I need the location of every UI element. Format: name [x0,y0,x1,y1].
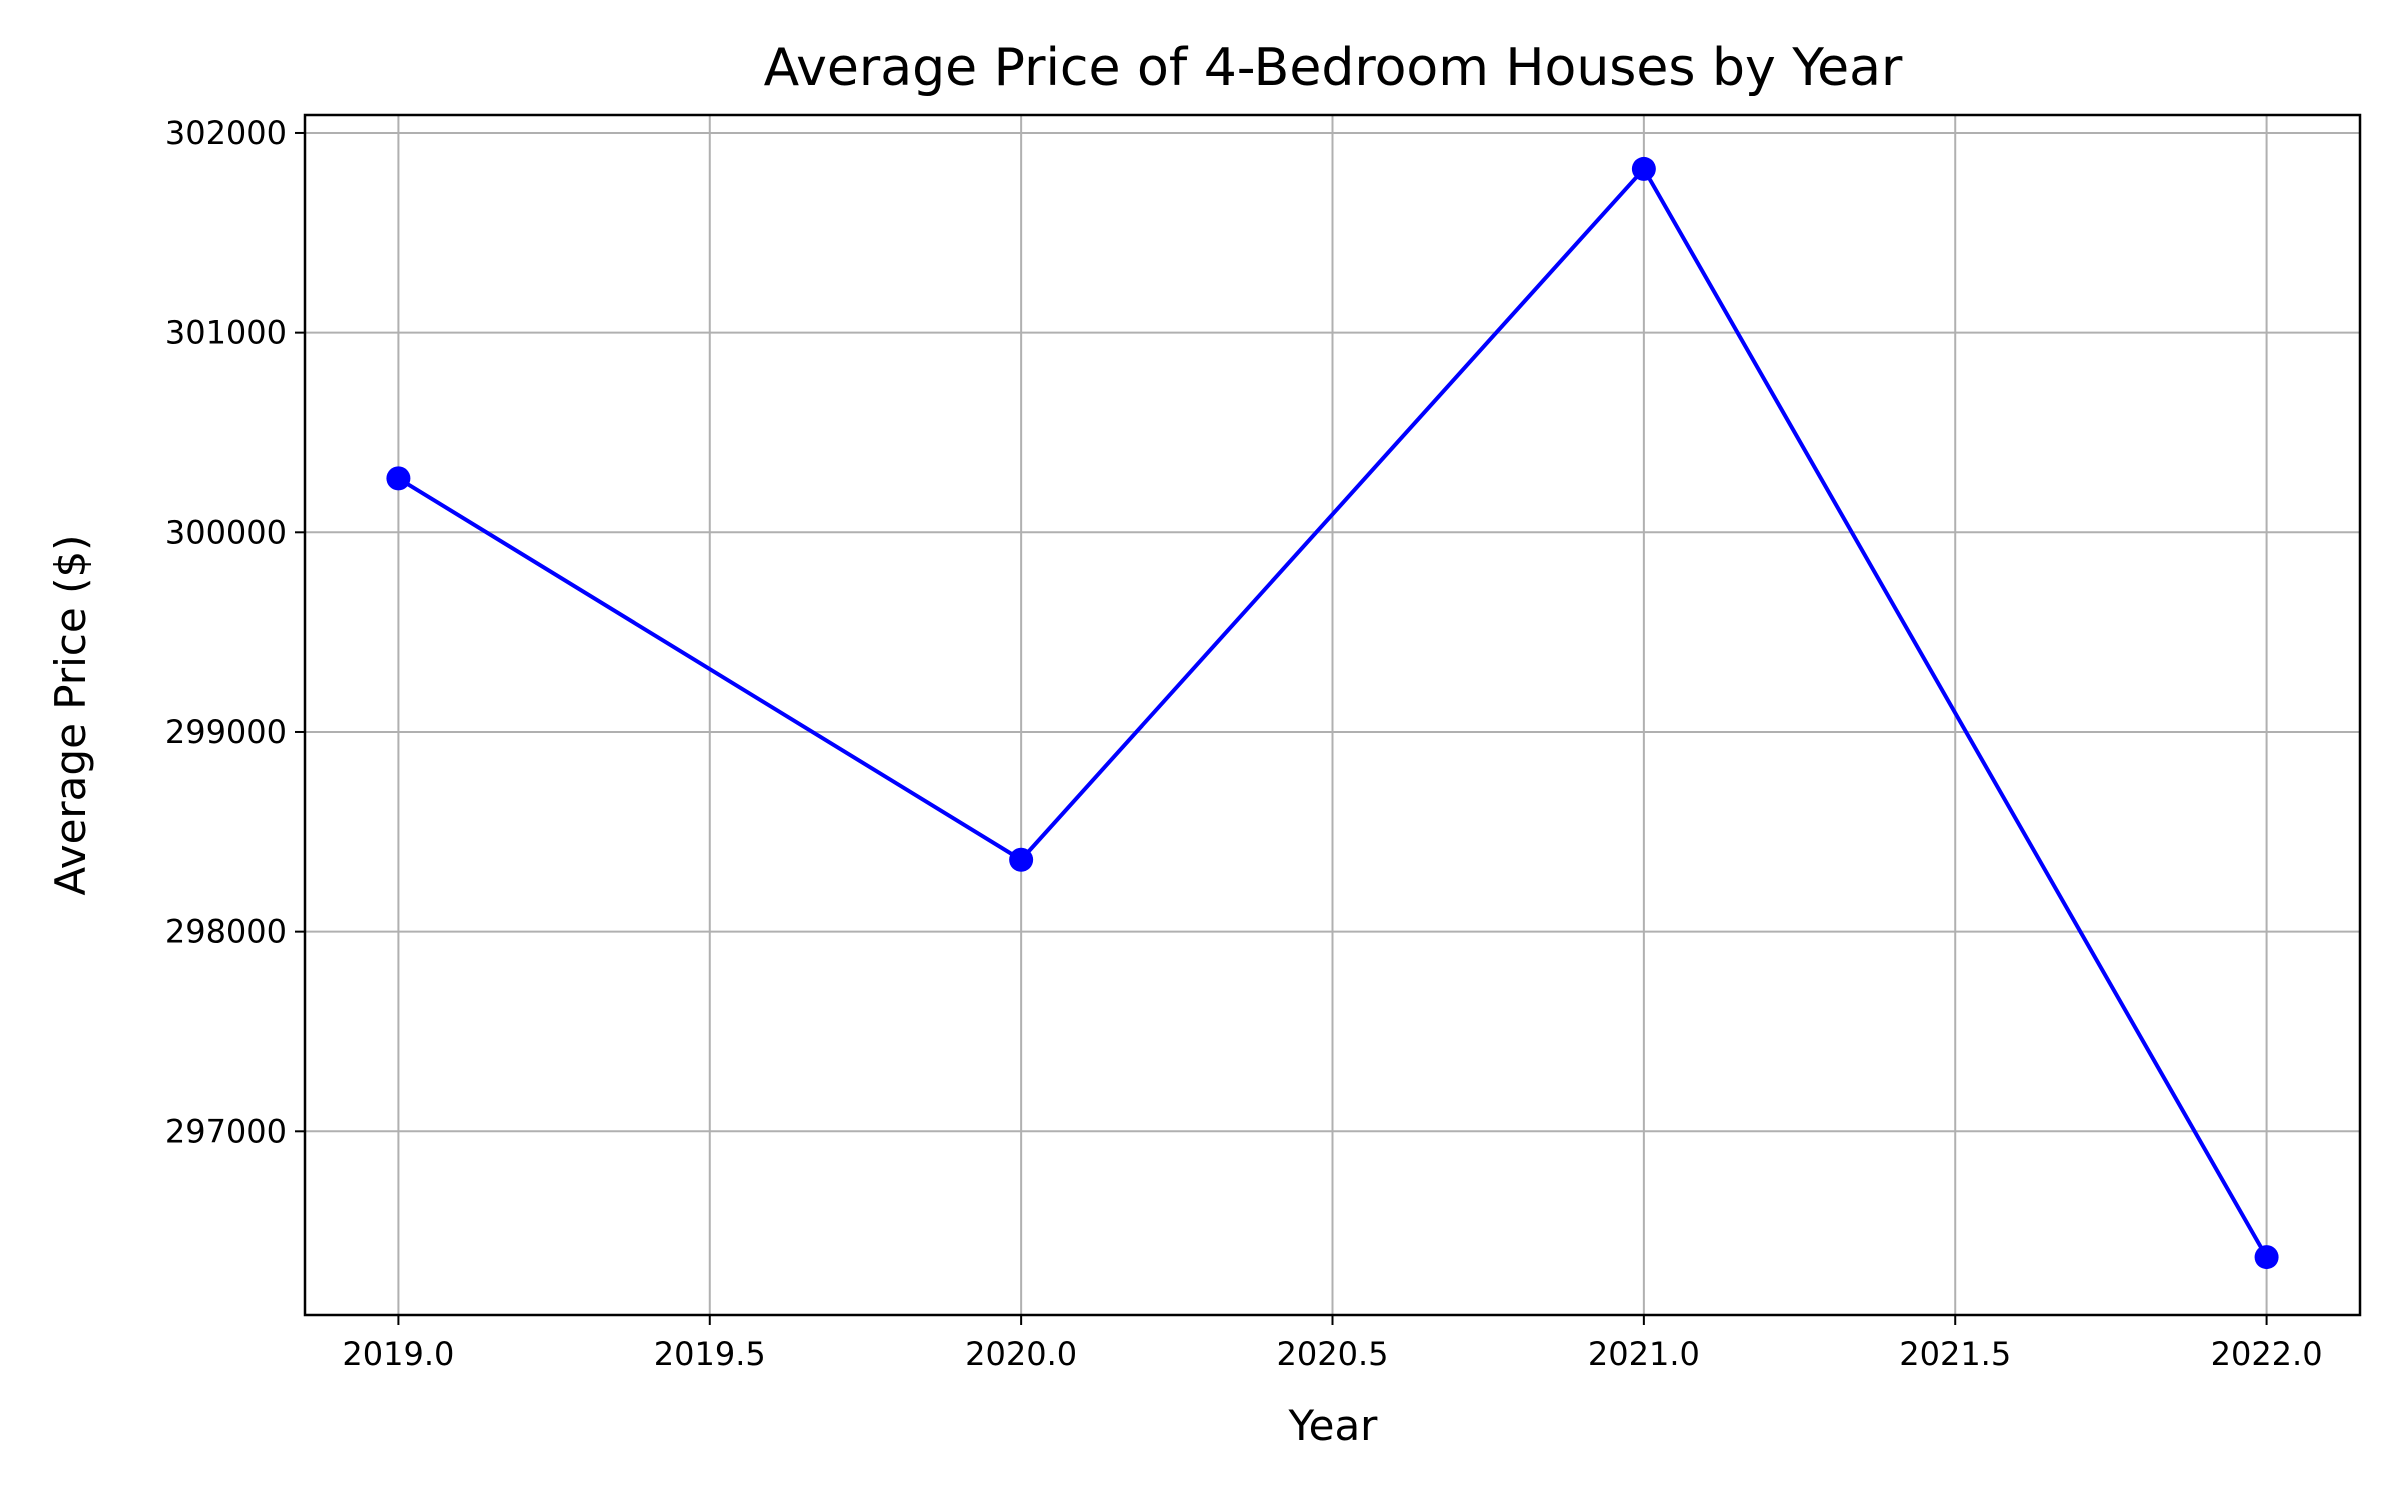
y-tick-label: 299000 [165,713,287,751]
grid-lines [305,115,2360,1315]
x-tick-label: 2020.5 [1277,1335,1389,1373]
y-tick-label: 298000 [165,913,287,951]
x-tick-label: 2019.0 [342,1335,454,1373]
x-tick-label: 2020.0 [965,1335,1077,1373]
data-point [1009,847,1034,872]
y-tick-label: 302000 [165,114,287,152]
y-tick-label: 297000 [165,1112,287,1150]
x-tick-label: 2021.5 [1899,1335,2011,1373]
chart-title: Average Price of 4-Bedroom Houses by Yea… [764,38,1903,98]
x-tick-label: 2021.0 [1588,1335,1700,1373]
data-point [2254,1245,2279,1270]
x-tick-label: 2022.0 [2211,1335,2323,1373]
x-tick-label: 2019.5 [654,1335,766,1373]
series-layer [386,156,2279,1270]
y-tick-label: 300000 [165,513,287,551]
y-axis-ticks: 297000 298000 299000 300000 301000 302000 [165,114,305,1150]
y-axis-label: Average Price ($) [46,534,95,895]
series-line [397,166,2269,1259]
x-axis-label: Year [1288,1401,1379,1450]
data-point [386,466,411,491]
data-point [1631,156,1656,181]
x-axis-ticks: 2019.0 2019.5 2020.0 2020.5 2021.0 2021.5 2022… [342,1315,2323,1373]
y-tick-label: 301000 [165,314,287,352]
